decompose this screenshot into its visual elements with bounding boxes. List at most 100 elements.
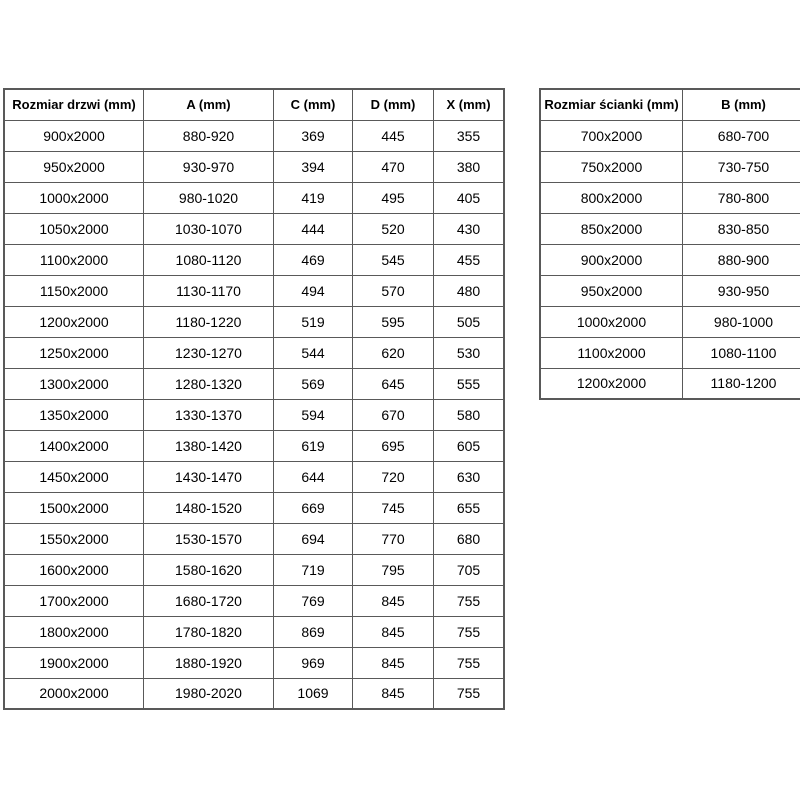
table-cell: 580 [433,398,505,431]
table-row: 1600x2000 1580-1620 719 795 705 [3,553,505,586]
table-cell: 745 [352,491,434,524]
table-row: 1100x2000 1080-1120 469 545 455 [3,243,505,276]
table-cell: 470 [352,150,434,183]
table-cell: 1180-1200 [682,367,800,400]
table-cell: 644 [273,460,353,493]
table-cell: 1900x2000 [3,646,144,679]
header-row: Rozmiar ścianki (mm) B (mm) [539,88,800,121]
column-header: X (mm) [433,88,505,121]
table-cell: 555 [433,367,505,400]
table-cell: 380 [433,150,505,183]
table-cell: 455 [433,243,505,276]
table-row: 1050x2000 1030-1070 444 520 430 [3,212,505,245]
column-header: A (mm) [143,88,274,121]
table-cell: 700x2000 [539,119,683,152]
door-size-table: Rozmiar drzwi (mm) A (mm) C (mm) D (mm) X (m… [3,88,505,710]
table-row: 700x2000 680-700 [539,119,800,152]
table-cell: 755 [433,584,505,617]
table-row: 1500x2000 1480-1520 669 745 655 [3,491,505,524]
table-row: 1800x2000 1780-1820 869 845 755 [3,615,505,648]
table-cell: 780-800 [682,181,800,214]
table-cell: 619 [273,429,353,462]
table-cell: 545 [352,243,434,276]
table-cell: 570 [352,274,434,307]
table-cell: 980-1000 [682,305,800,338]
table-cell: 1800x2000 [3,615,144,648]
table-cell: 1080-1100 [682,336,800,369]
header-row: Rozmiar drzwi (mm) A (mm) C (mm) D (mm) X (m… [3,88,505,121]
table-cell: 755 [433,677,505,710]
table-cell: 1280-1320 [143,367,274,400]
table-cell: 655 [433,491,505,524]
table-cell: 1230-1270 [143,336,274,369]
table-row: 800x2000 780-800 [539,181,800,214]
table-cell: 1530-1570 [143,522,274,555]
table-cell: 444 [273,212,353,245]
table-cell: 1550x2000 [3,522,144,555]
table-cell: 1430-1470 [143,460,274,493]
table-cell: 1000x2000 [3,181,144,214]
table-cell: 1480-1520 [143,491,274,524]
table-row: 750x2000 730-750 [539,150,800,183]
table-row: 1400x2000 1380-1420 619 695 605 [3,429,505,462]
table-row: 1150x2000 1130-1170 494 570 480 [3,274,505,307]
table-cell: 730-750 [682,150,800,183]
table-cell: 830-850 [682,212,800,245]
table-cell: 1200x2000 [3,305,144,338]
table-cell: 1500x2000 [3,491,144,524]
table-cell: 1000x2000 [539,305,683,338]
table-cell: 1300x2000 [3,367,144,400]
table-cell: 569 [273,367,353,400]
table-cell: 950x2000 [3,150,144,183]
table-cell: 869 [273,615,353,648]
table-cell: 595 [352,305,434,338]
table-cell: 845 [352,677,434,710]
column-header: Rozmiar ścianki (mm) [539,88,683,121]
table-cell: 900x2000 [3,119,144,152]
table-cell: 1080-1120 [143,243,274,276]
table-row: 950x2000 930-950 [539,274,800,307]
table-cell: 419 [273,181,353,214]
table-cell: 1700x2000 [3,584,144,617]
table-cell: 469 [273,243,353,276]
table-cell: 900x2000 [539,243,683,276]
table-cell: 1400x2000 [3,429,144,462]
table-row: 1900x2000 1880-1920 969 845 755 [3,646,505,679]
table-cell: 530 [433,336,505,369]
table-cell: 630 [433,460,505,493]
table-cell: 1150x2000 [3,274,144,307]
table-cell: 494 [273,274,353,307]
column-header: D (mm) [352,88,434,121]
table-cell: 1680-1720 [143,584,274,617]
table-cell: 800x2000 [539,181,683,214]
table-cell: 1880-1920 [143,646,274,679]
table-cell: 1450x2000 [3,460,144,493]
table-cell: 770 [352,522,434,555]
table-cell: 694 [273,522,353,555]
table-cell: 845 [352,584,434,617]
table-cell: 1180-1220 [143,305,274,338]
column-header: Rozmiar drzwi (mm) [3,88,144,121]
table-row: 1200x2000 1180-1220 519 595 505 [3,305,505,338]
table-cell: 594 [273,398,353,431]
table-cell: 880-920 [143,119,274,152]
table-cell: 1069 [273,677,353,710]
column-header: C (mm) [273,88,353,121]
table-cell: 620 [352,336,434,369]
table-row: 2000x2000 1980-2020 1069 845 755 [3,677,505,710]
table-cell: 1380-1420 [143,429,274,462]
table-cell: 1050x2000 [3,212,144,245]
table-cell: 755 [433,646,505,679]
table-cell: 705 [433,553,505,586]
table-cell: 520 [352,212,434,245]
table-row: 1350x2000 1330-1370 594 670 580 [3,398,505,431]
table-cell: 355 [433,119,505,152]
table-cell: 795 [352,553,434,586]
table-cell: 1330-1370 [143,398,274,431]
table-row: 1300x2000 1280-1320 569 645 555 [3,367,505,400]
table-cell: 695 [352,429,434,462]
table-cell: 1580-1620 [143,553,274,586]
table-cell: 850x2000 [539,212,683,245]
table-cell: 1980-2020 [143,677,274,710]
table-cell: 605 [433,429,505,462]
